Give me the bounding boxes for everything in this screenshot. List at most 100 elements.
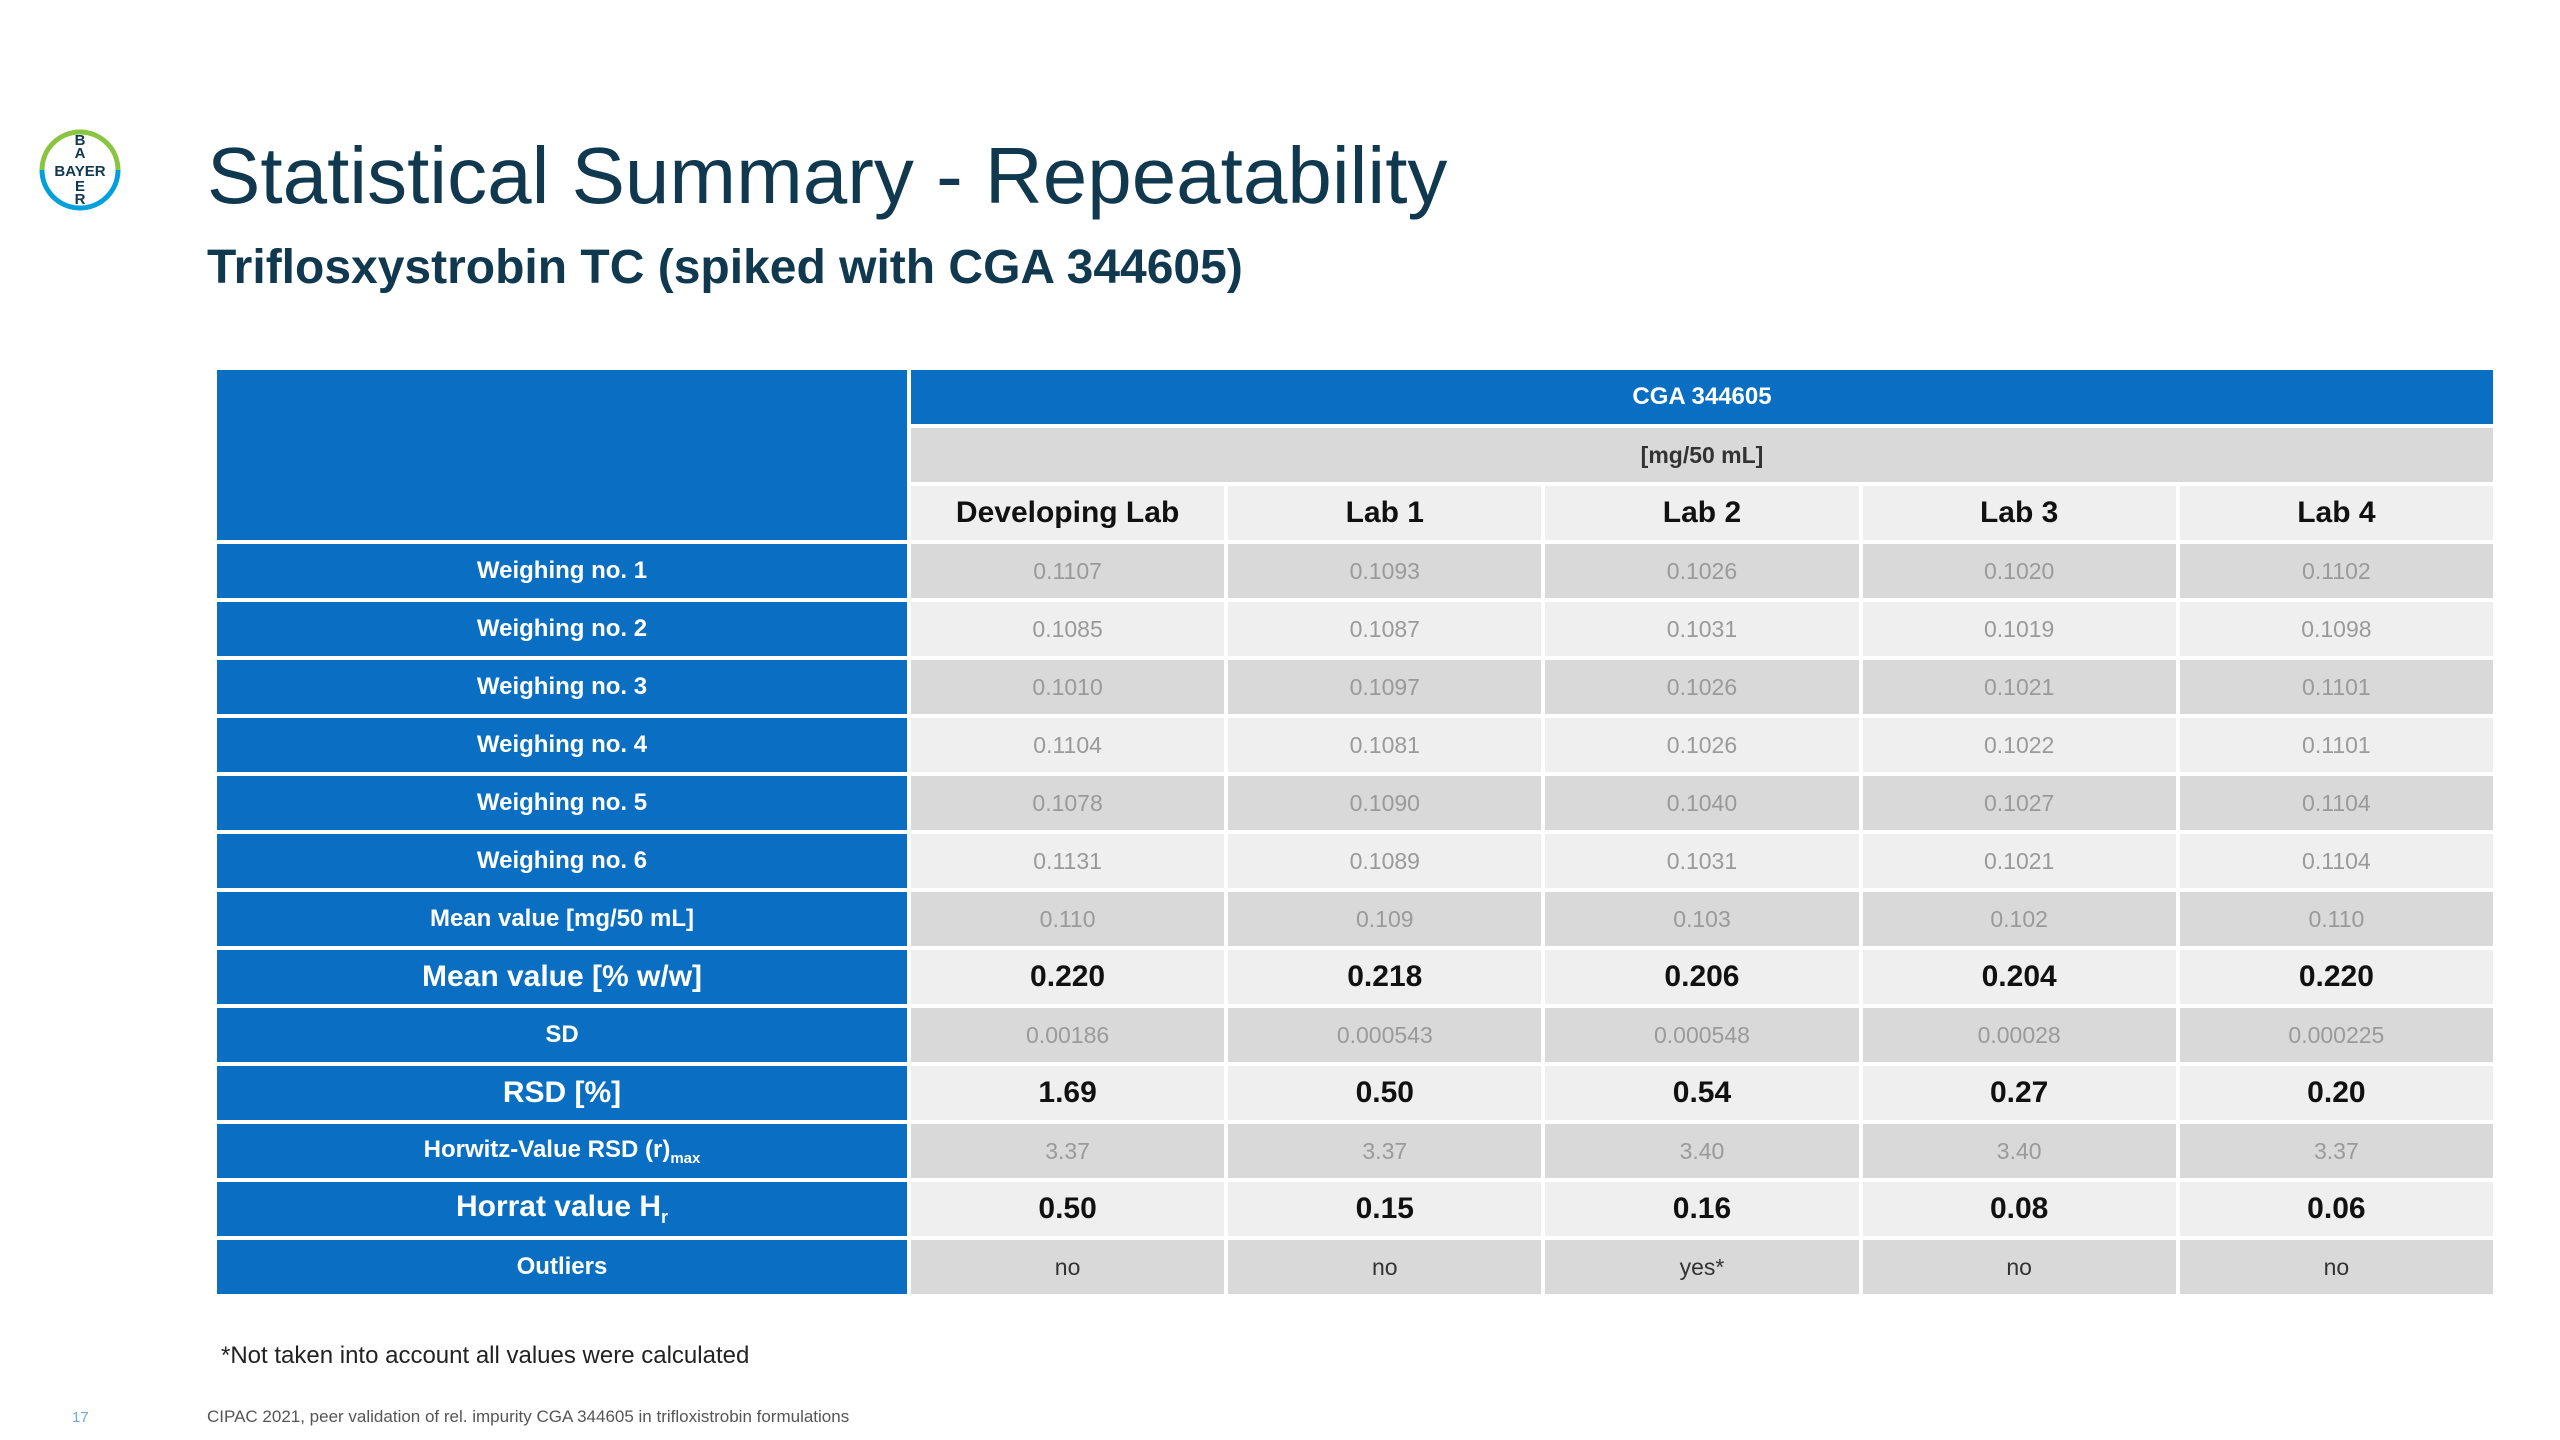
- table-cell: 1.69: [911, 1066, 1225, 1120]
- statistics-table: CGA 344605 [mg/50 mL] Developing Lab Lab…: [213, 366, 2497, 1298]
- table-cell: 0.1101: [2179, 660, 2493, 714]
- table-cell: 0.1093: [1228, 544, 1542, 598]
- column-header: Lab 4: [2179, 486, 2493, 540]
- table-cell: 0.1026: [1545, 718, 1859, 772]
- table-cell: 0.50: [911, 1182, 1225, 1236]
- table-cell: 0.1104: [2179, 834, 2493, 888]
- table-row: Mean value [% w/w] 0.220 0.218 0.206 0.2…: [217, 950, 2493, 1004]
- footnote: *Not taken into account all values were …: [221, 1342, 750, 1369]
- table-cell: 0.218: [1228, 950, 1542, 1004]
- table-cell: 0.1107: [911, 544, 1225, 598]
- table-corner: [217, 370, 907, 540]
- table-cell: 0.08: [1862, 1182, 2176, 1236]
- table-cell: 0.1081: [1228, 718, 1542, 772]
- table-cell: 0.110: [2179, 892, 2493, 946]
- column-header: Lab 1: [1228, 486, 1542, 540]
- table-cell: 0.1131: [911, 834, 1225, 888]
- bayer-logo: B A BAYER E R: [39, 129, 121, 211]
- table-cell: 0.204: [1862, 950, 2176, 1004]
- logo-letter-h: BAYER: [54, 163, 105, 180]
- unit-header: [mg/50 mL]: [911, 428, 2493, 482]
- table-row: Horwitz-Value RSD (r)max 3.37 3.37 3.40 …: [217, 1124, 2493, 1178]
- column-header: Lab 2: [1545, 486, 1859, 540]
- row-label: Horrat value Hr: [217, 1182, 907, 1236]
- row-label: Weighing no. 2: [217, 602, 907, 656]
- table-cell: 0.1026: [1545, 544, 1859, 598]
- group-header: CGA 344605: [911, 370, 2493, 424]
- row-label: Mean value [% w/w]: [217, 950, 907, 1004]
- table-cell: no: [1228, 1240, 1542, 1294]
- logo-letter-v4: E: [75, 178, 85, 195]
- table-row: Weighing no. 3 0.1010 0.1097 0.1026 0.10…: [217, 660, 2493, 714]
- row-label: RSD [%]: [217, 1066, 907, 1120]
- table-row: RSD [%] 1.69 0.50 0.54 0.27 0.20: [217, 1066, 2493, 1120]
- table-cell: 0.1097: [1228, 660, 1542, 714]
- table-row: Outliers no no yes* no no: [217, 1240, 2493, 1294]
- page-subtitle: Triflosxystrobin TC (spiked with CGA 344…: [207, 241, 1243, 294]
- table-cell: 0.27: [1862, 1066, 2176, 1120]
- table-cell: 0.1021: [1862, 660, 2176, 714]
- table-cell: no: [911, 1240, 1225, 1294]
- logo-letter-v5: R: [75, 191, 86, 208]
- table-cell: no: [2179, 1240, 2493, 1294]
- page-number: 17: [72, 1409, 89, 1426]
- table-cell: 3.37: [2179, 1124, 2493, 1178]
- table-cell: 0.1020: [1862, 544, 2176, 598]
- table-cell: 0.1031: [1545, 834, 1859, 888]
- table-row: Weighing no. 5 0.1078 0.1090 0.1040 0.10…: [217, 776, 2493, 830]
- row-label: Weighing no. 5: [217, 776, 907, 830]
- table-cell: 0.15: [1228, 1182, 1542, 1236]
- row-label: Horwitz-Value RSD (r)max: [217, 1124, 907, 1178]
- table-cell: 0.109: [1228, 892, 1542, 946]
- table-cell: 0.220: [911, 950, 1225, 1004]
- row-label: Mean value [mg/50 mL]: [217, 892, 907, 946]
- table-cell: yes*: [1545, 1240, 1859, 1294]
- table-row: SD 0.00186 0.000543 0.000548 0.00028 0.0…: [217, 1008, 2493, 1062]
- table-cell: 0.1101: [2179, 718, 2493, 772]
- row-label-subscript: r: [661, 1207, 669, 1227]
- page-title: Statistical Summary - Repeatability: [207, 131, 1448, 220]
- table-cell: 0.06: [2179, 1182, 2493, 1236]
- table-cell: 0.000225: [2179, 1008, 2493, 1062]
- row-label-main: Horwitz-Value RSD (r): [423, 1135, 671, 1163]
- table-cell: 0.1031: [1545, 602, 1859, 656]
- table-cell: 0.220: [2179, 950, 2493, 1004]
- table-cell: 0.1078: [911, 776, 1225, 830]
- row-label-subscript: max: [670, 1149, 701, 1167]
- logo-letter-v2: A: [75, 145, 86, 162]
- table-cell: 0.1010: [911, 660, 1225, 714]
- table-row: Weighing no. 1 0.1107 0.1093 0.1026 0.10…: [217, 544, 2493, 598]
- table-cell: 0.1098: [2179, 602, 2493, 656]
- column-header: Lab 3: [1862, 486, 2176, 540]
- table-row: Horrat value Hr 0.50 0.15 0.16 0.08 0.06: [217, 1182, 2493, 1236]
- row-label: Weighing no. 4: [217, 718, 907, 772]
- source-citation: CIPAC 2021, peer validation of rel. impu…: [207, 1407, 850, 1426]
- row-label: Weighing no. 6: [217, 834, 907, 888]
- table-row: Mean value [mg/50 mL] 0.110 0.109 0.103 …: [217, 892, 2493, 946]
- table-cell: 3.37: [911, 1124, 1225, 1178]
- table-cell: 0.110: [911, 892, 1225, 946]
- table-cell: 0.1087: [1228, 602, 1542, 656]
- table-cell: 0.00186: [911, 1008, 1225, 1062]
- column-header: Developing Lab: [911, 486, 1225, 540]
- table-cell: 0.000548: [1545, 1008, 1859, 1062]
- table-cell: 0.16: [1545, 1182, 1859, 1236]
- table-cell: 0.1021: [1862, 834, 2176, 888]
- table-row: Weighing no. 6 0.1131 0.1089 0.1031 0.10…: [217, 834, 2493, 888]
- table-cell: 0.1090: [1228, 776, 1542, 830]
- table-cell: 0.1019: [1862, 602, 2176, 656]
- row-label: Weighing no. 1: [217, 544, 907, 598]
- table-cell: no: [1862, 1240, 2176, 1294]
- table-row: Weighing no. 2 0.1085 0.1087 0.1031 0.10…: [217, 602, 2493, 656]
- table-cell: 3.40: [1862, 1124, 2176, 1178]
- table-cell: 0.1104: [911, 718, 1225, 772]
- table-cell: 0.1089: [1228, 834, 1542, 888]
- table-cell: 0.1022: [1862, 718, 2176, 772]
- table-cell: 0.1102: [2179, 544, 2493, 598]
- table-cell: 0.50: [1228, 1066, 1542, 1120]
- table-row: Weighing no. 4 0.1104 0.1081 0.1026 0.10…: [217, 718, 2493, 772]
- table-cell: 0.1085: [911, 602, 1225, 656]
- table-cell: 0.000543: [1228, 1008, 1542, 1062]
- table-cell: 0.1040: [1545, 776, 1859, 830]
- table-cell: 3.37: [1228, 1124, 1542, 1178]
